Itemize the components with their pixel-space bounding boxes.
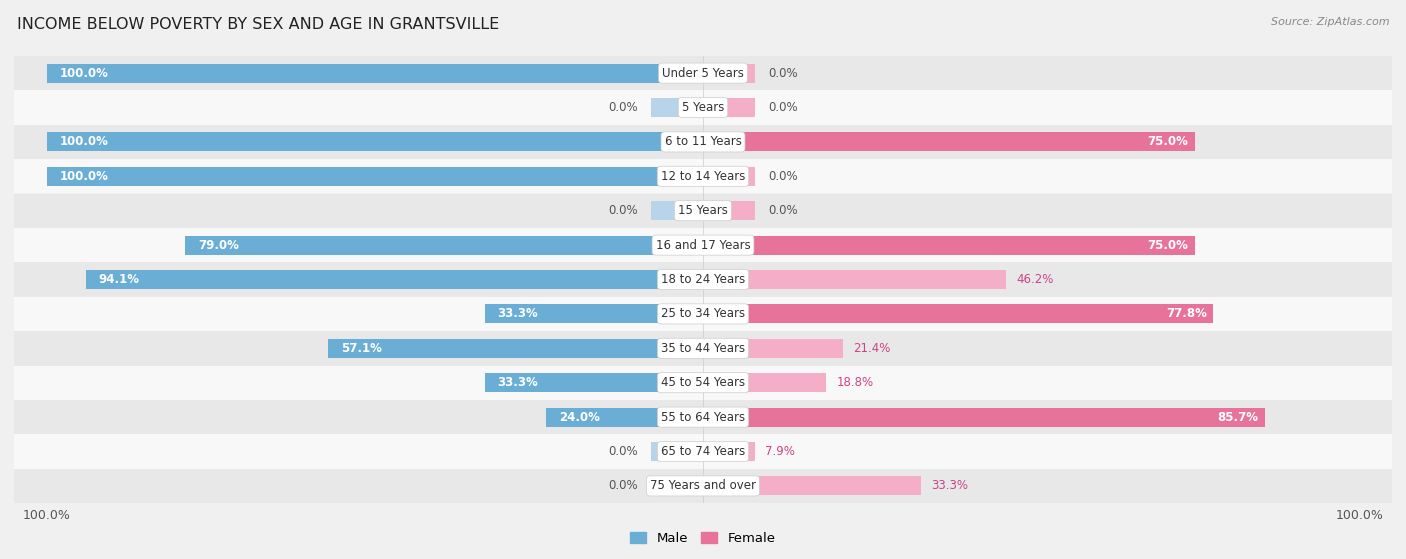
Bar [703, 442, 755, 461]
Bar [703, 98, 755, 117]
Text: 5 Years: 5 Years [682, 101, 724, 114]
Text: 79.0%: 79.0% [198, 239, 239, 252]
Bar [703, 339, 844, 358]
Bar [14, 468, 1392, 503]
Text: 45 to 54 Years: 45 to 54 Years [661, 376, 745, 389]
Bar [14, 125, 1392, 159]
Text: 33.3%: 33.3% [498, 307, 538, 320]
Text: 7.9%: 7.9% [765, 445, 794, 458]
Bar [14, 331, 1392, 366]
Text: 57.1%: 57.1% [342, 342, 382, 355]
Bar [14, 91, 1392, 125]
Bar [14, 193, 1392, 228]
Text: 0.0%: 0.0% [607, 480, 637, 492]
Bar [14, 159, 1392, 193]
Bar [651, 98, 703, 117]
Text: 75 Years and over: 75 Years and over [650, 480, 756, 492]
Text: 18 to 24 Years: 18 to 24 Years [661, 273, 745, 286]
Text: 33.3%: 33.3% [931, 480, 969, 492]
Bar [703, 132, 1195, 151]
Text: 15 Years: 15 Years [678, 204, 728, 217]
Text: Source: ZipAtlas.com: Source: ZipAtlas.com [1271, 17, 1389, 27]
Legend: Male, Female: Male, Female [626, 527, 780, 550]
Text: 12 to 14 Years: 12 to 14 Years [661, 170, 745, 183]
Text: 0.0%: 0.0% [607, 445, 637, 458]
Text: 16 and 17 Years: 16 and 17 Years [655, 239, 751, 252]
Bar [46, 167, 703, 186]
Bar [14, 228, 1392, 262]
Text: 21.4%: 21.4% [853, 342, 890, 355]
Text: 6 to 11 Years: 6 to 11 Years [665, 135, 741, 148]
Bar [703, 476, 921, 495]
Bar [184, 236, 703, 254]
Bar [703, 201, 755, 220]
Bar [46, 132, 703, 151]
Text: 55 to 64 Years: 55 to 64 Years [661, 411, 745, 424]
Text: 75.0%: 75.0% [1147, 239, 1188, 252]
Bar [86, 270, 703, 289]
Text: 33.3%: 33.3% [498, 376, 538, 389]
Text: 18.8%: 18.8% [837, 376, 873, 389]
Text: 0.0%: 0.0% [769, 170, 799, 183]
Bar [14, 400, 1392, 434]
Bar [485, 305, 703, 323]
Text: 0.0%: 0.0% [607, 101, 637, 114]
Bar [703, 64, 755, 83]
Text: 100.0%: 100.0% [60, 135, 108, 148]
Text: Under 5 Years: Under 5 Years [662, 67, 744, 79]
Bar [703, 408, 1265, 427]
Text: 100.0%: 100.0% [60, 170, 108, 183]
Bar [485, 373, 703, 392]
Text: 94.1%: 94.1% [98, 273, 139, 286]
Bar [703, 167, 755, 186]
Text: 65 to 74 Years: 65 to 74 Years [661, 445, 745, 458]
Text: 0.0%: 0.0% [769, 204, 799, 217]
Bar [46, 64, 703, 83]
Bar [703, 270, 1007, 289]
Bar [703, 236, 1195, 254]
Bar [703, 373, 827, 392]
Bar [14, 262, 1392, 297]
Bar [14, 297, 1392, 331]
Text: 75.0%: 75.0% [1147, 135, 1188, 148]
Bar [703, 305, 1213, 323]
Text: 25 to 34 Years: 25 to 34 Years [661, 307, 745, 320]
Bar [651, 476, 703, 495]
Bar [14, 434, 1392, 468]
Text: 46.2%: 46.2% [1017, 273, 1053, 286]
Text: 100.0%: 100.0% [60, 67, 108, 79]
Bar [14, 366, 1392, 400]
Text: 24.0%: 24.0% [558, 411, 599, 424]
Text: 0.0%: 0.0% [769, 67, 799, 79]
Bar [651, 442, 703, 461]
Text: 0.0%: 0.0% [769, 101, 799, 114]
Text: 35 to 44 Years: 35 to 44 Years [661, 342, 745, 355]
Text: 77.8%: 77.8% [1166, 307, 1206, 320]
Bar [329, 339, 703, 358]
Bar [546, 408, 703, 427]
Bar [14, 56, 1392, 91]
Text: 85.7%: 85.7% [1218, 411, 1258, 424]
Text: INCOME BELOW POVERTY BY SEX AND AGE IN GRANTSVILLE: INCOME BELOW POVERTY BY SEX AND AGE IN G… [17, 17, 499, 32]
Text: 0.0%: 0.0% [607, 204, 637, 217]
Bar [651, 201, 703, 220]
